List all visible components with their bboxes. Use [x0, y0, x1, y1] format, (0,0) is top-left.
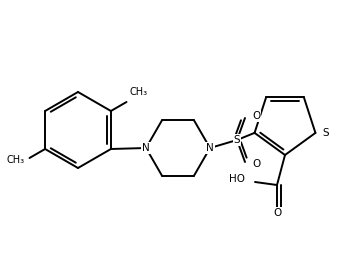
Text: CH₃: CH₃: [6, 155, 24, 165]
Text: O: O: [252, 111, 260, 121]
Text: O: O: [273, 208, 281, 218]
Text: CH₃: CH₃: [129, 87, 148, 97]
Text: S: S: [323, 128, 329, 138]
Text: HO: HO: [229, 174, 245, 184]
Text: O: O: [252, 159, 260, 169]
Text: N: N: [142, 143, 150, 153]
Text: N: N: [206, 143, 214, 153]
Text: S: S: [234, 135, 240, 145]
